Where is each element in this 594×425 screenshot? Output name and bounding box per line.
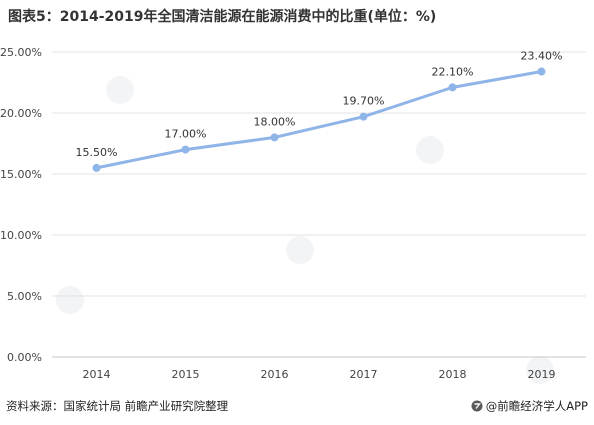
y-tick-label: 5.00%: [7, 290, 42, 303]
data-label: 23.40%: [521, 50, 563, 63]
x-tick-label: 2015: [172, 368, 200, 381]
y-tick-label: 15.00%: [0, 168, 42, 181]
brand-text: @前瞻经济学人APP: [485, 399, 588, 413]
data-label: 15.50%: [76, 146, 118, 159]
brand-credit: @前瞻经济学人APP: [471, 398, 588, 414]
data-points: [92, 67, 546, 172]
y-tick-label: 10.00%: [0, 229, 42, 242]
data-label: 19.70%: [343, 95, 385, 108]
line-chart: 0.00%5.00%10.00%15.00%20.00%25.00% 2014 2…: [0, 46, 586, 384]
data-point: [181, 145, 190, 154]
data-point: [92, 163, 101, 172]
watermark-mark: [106, 76, 134, 104]
watermark-mark: [56, 286, 84, 314]
watermark-mark: [526, 356, 554, 384]
data-label: 17.00%: [165, 128, 207, 141]
y-tick-label: 25.00%: [0, 46, 42, 59]
x-tick-label: 2018: [439, 368, 467, 381]
data-labels: 15.50% 17.00% 18.00% 19.70% 22.10% 23.40%: [76, 50, 563, 159]
gridlines: [52, 51, 586, 358]
y-tick-label: 0.00%: [7, 351, 42, 364]
data-label: 18.00%: [254, 115, 296, 128]
series-line: [95, 70, 543, 170]
x-tick-label: 2016: [261, 368, 289, 381]
watermark-mark: [416, 136, 444, 164]
y-tick-label: 20.00%: [0, 107, 42, 120]
data-point: [537, 67, 546, 76]
x-tick-label: 2014: [83, 368, 111, 381]
watermark-mark: [286, 236, 314, 264]
source-note: 资料来源：国家统计局 前瞻产业研究院整理: [6, 399, 229, 413]
x-axis-ticks: 2014 2015 2016 2017 2018 2019: [83, 368, 556, 381]
chart-title: 图表5：2014-2019年全国清洁能源在能源消费中的比重(单位：%): [8, 9, 437, 25]
y-axis-ticks: 0.00% 5.00% 10.00% 15.00% 20.00% 25.00%: [0, 46, 42, 364]
data-label: 22.10%: [432, 65, 474, 78]
data-point: [448, 83, 457, 92]
watermark-layer: [56, 76, 554, 384]
data-point: [359, 112, 368, 121]
x-tick-label: 2019: [528, 368, 556, 381]
data-point: [270, 133, 279, 142]
brand-logo-icon: [471, 400, 483, 412]
x-tick-label: 2017: [350, 368, 378, 381]
